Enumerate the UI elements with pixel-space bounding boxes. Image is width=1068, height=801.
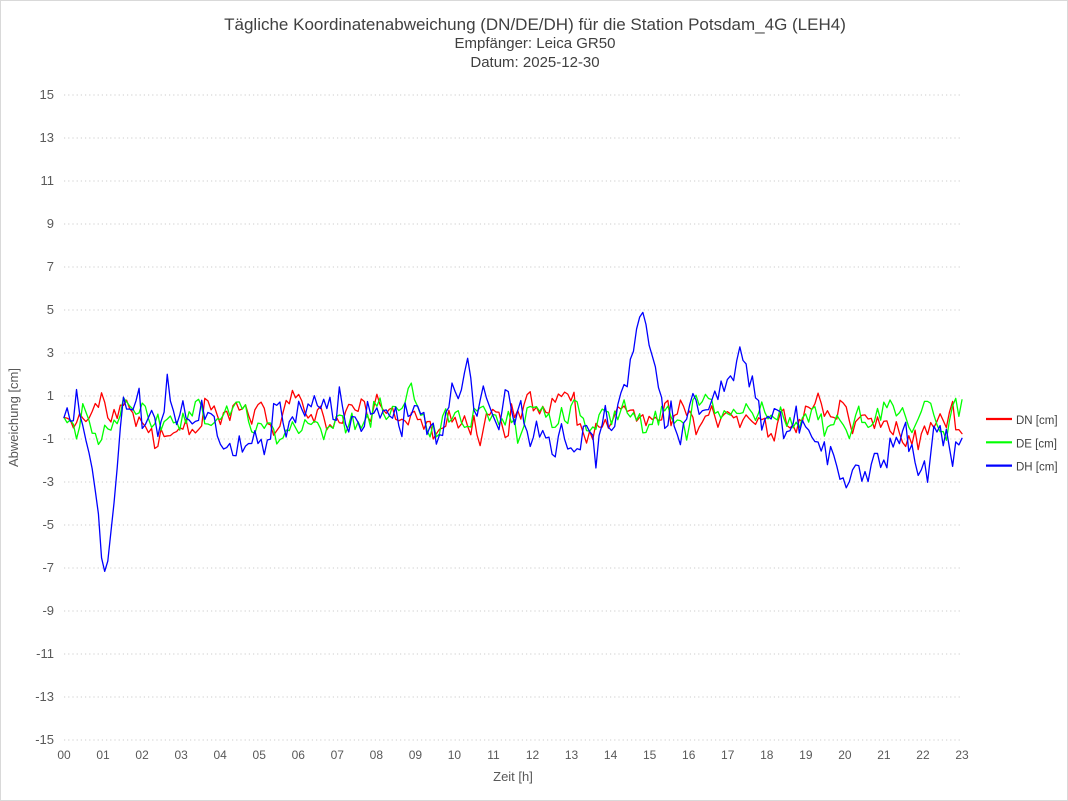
- svg-text:-1: -1: [42, 431, 54, 446]
- svg-text:00: 00: [57, 748, 71, 762]
- svg-text:20: 20: [838, 748, 852, 762]
- svg-text:04: 04: [213, 748, 227, 762]
- svg-text:14: 14: [604, 748, 618, 762]
- svg-text:12: 12: [526, 748, 540, 762]
- svg-text:17: 17: [721, 748, 735, 762]
- svg-text:DE [cm]: DE [cm]: [1016, 438, 1057, 450]
- svg-text:05: 05: [253, 748, 267, 762]
- svg-text:18: 18: [760, 748, 774, 762]
- svg-text:07: 07: [331, 748, 345, 762]
- svg-text:15: 15: [40, 87, 54, 102]
- svg-text:3: 3: [47, 345, 54, 360]
- svg-text:03: 03: [174, 748, 188, 762]
- svg-text:-11: -11: [36, 646, 54, 661]
- svg-text:23: 23: [955, 748, 969, 762]
- svg-text:11: 11: [41, 173, 55, 188]
- svg-text:5: 5: [47, 302, 54, 317]
- svg-text:11: 11: [487, 748, 500, 762]
- svg-text:21: 21: [877, 748, 891, 762]
- svg-text:1: 1: [47, 388, 54, 403]
- svg-text:19: 19: [799, 748, 813, 762]
- svg-text:DH [cm]: DH [cm]: [1016, 462, 1058, 474]
- svg-text:09: 09: [409, 748, 423, 762]
- svg-text:Abweichung [cm]: Abweichung [cm]: [6, 368, 21, 467]
- svg-text:-9: -9: [42, 603, 54, 618]
- svg-text:01: 01: [96, 748, 110, 762]
- svg-text:-3: -3: [42, 474, 54, 489]
- svg-text:7: 7: [47, 259, 54, 274]
- svg-text:-5: -5: [42, 517, 54, 532]
- svg-text:13: 13: [40, 130, 54, 145]
- svg-text:22: 22: [916, 748, 930, 762]
- svg-text:DN [cm]: DN [cm]: [1016, 415, 1058, 427]
- svg-text:13: 13: [565, 748, 579, 762]
- svg-text:Zeit [h]: Zeit [h]: [493, 769, 533, 784]
- svg-text:06: 06: [292, 748, 306, 762]
- svg-text:16: 16: [682, 748, 696, 762]
- svg-text:9: 9: [47, 216, 54, 231]
- svg-text:10: 10: [448, 748, 462, 762]
- svg-text:-7: -7: [42, 560, 54, 575]
- svg-text:02: 02: [135, 748, 149, 762]
- svg-text:-13: -13: [35, 689, 54, 704]
- svg-text:-15: -15: [35, 732, 54, 747]
- svg-text:15: 15: [643, 748, 657, 762]
- svg-text:08: 08: [370, 748, 384, 762]
